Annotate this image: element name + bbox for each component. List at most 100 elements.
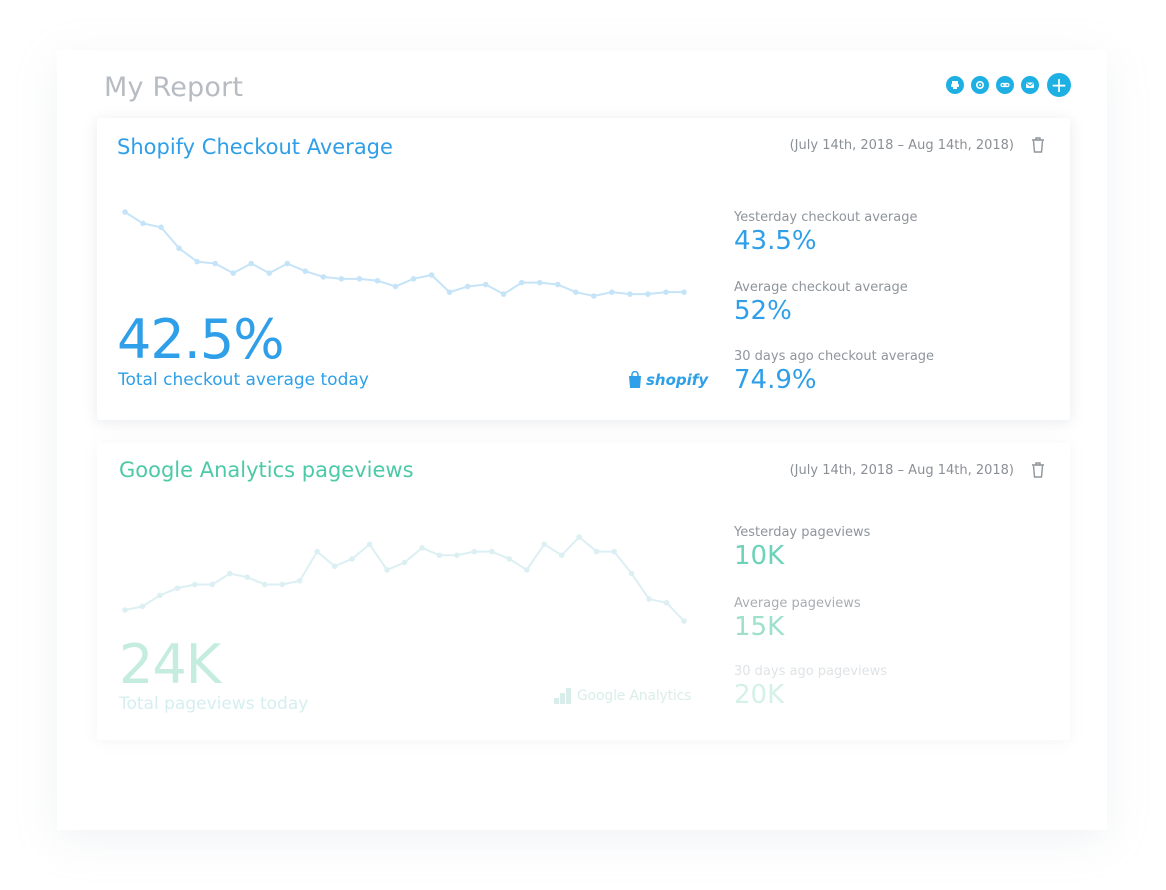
sparkline-point: [482, 281, 489, 288]
sparkline-point: [558, 552, 565, 559]
sparkline-point: [314, 548, 320, 555]
sparkline-point: [554, 281, 561, 288]
sparkline-point: [663, 599, 670, 606]
email-icon: [1026, 82, 1034, 88]
sparkline-point: [410, 276, 417, 282]
stat-yesterday: Yesterday checkout average 43.5%: [734, 210, 917, 256]
stat-label: 30 days ago checkout average: [734, 349, 935, 364]
sparkline-point: [541, 541, 548, 548]
sparkline-point: [384, 567, 390, 573]
analytics-bars-icon: [554, 688, 571, 704]
sparkline-point: [244, 574, 251, 580]
shopify-checkout-card: Shopify Checkout Average (July 14th, 201…: [97, 118, 1070, 420]
sparkline-point: [338, 276, 345, 282]
sparkline-point: [401, 559, 408, 566]
stat-label: Yesterday checkout average: [734, 210, 918, 225]
sparkline-point: [296, 578, 303, 584]
sparkline-point: [518, 279, 525, 286]
sparkline-point: [573, 289, 579, 295]
link-button[interactable]: [996, 76, 1014, 94]
stat-30-days-ago: 30 days ago checkout average 74.9%: [734, 349, 934, 395]
link-icon: [1000, 82, 1010, 88]
page-title: My Report: [104, 72, 244, 103]
sparkline-point: [209, 581, 216, 588]
sparkline-point: [500, 291, 507, 297]
stat-average: Average checkout average 52%: [734, 280, 908, 326]
stat-label: Average pageviews: [734, 596, 861, 611]
sparkline-point: [489, 548, 495, 555]
sparkline-point: [428, 272, 435, 278]
shopify-logo-text: shopify: [646, 371, 709, 389]
sparkline-point: [284, 260, 291, 267]
sparkline-point: [663, 289, 669, 295]
sparkline-point: [227, 570, 233, 577]
print-icon: [951, 81, 959, 89]
sparkline-point: [576, 534, 582, 540]
sparkline-point: [158, 224, 164, 231]
sparkline-point: [212, 260, 218, 267]
sparkline-point: [436, 552, 443, 559]
sparkline-point: [266, 270, 273, 276]
sparkline-point: [366, 541, 373, 548]
sparkline-point: [464, 283, 471, 290]
sparkline-point: [454, 552, 460, 559]
sparkline-point: [331, 563, 338, 570]
checkout-sparkline: [122, 209, 687, 299]
trash-icon[interactable]: [1030, 461, 1046, 479]
sparkline-point: [194, 258, 200, 265]
sparkline-point: [320, 274, 327, 280]
sparkline-point: [122, 209, 128, 215]
card-title: Google Analytics pageviews: [119, 458, 414, 482]
total-checkout-label: Total checkout average today: [118, 370, 369, 390]
trash-icon[interactable]: [1030, 136, 1046, 154]
stat-value: 43.5%: [734, 226, 817, 256]
card-title: Shopify Checkout Average: [117, 135, 393, 159]
settings-button[interactable]: [971, 76, 989, 94]
sparkline-point: [122, 607, 128, 613]
report-toolbar: +: [946, 73, 1071, 97]
sparkline-point: [628, 570, 635, 577]
sparkline-point: [609, 289, 615, 295]
settings-icon: [975, 80, 985, 90]
stat-label: 30 days ago pageviews: [734, 664, 887, 679]
total-checkout-value: 42.5%: [117, 308, 285, 371]
sparkline-point: [536, 279, 543, 286]
sparkline-point: [374, 277, 381, 284]
sparkline-point: [392, 283, 399, 290]
sparkline-point: [593, 548, 600, 555]
sparkline-point: [506, 556, 513, 562]
sparkline-line: [124, 535, 685, 622]
sparkline-point: [157, 592, 163, 599]
sparkline-point: [174, 585, 181, 591]
total-pageviews-label: Total pageviews today: [119, 694, 309, 714]
sparkline-point: [248, 260, 255, 267]
print-button[interactable]: [946, 76, 964, 94]
sparkline-point: [419, 545, 425, 551]
sparkline-point: [261, 581, 268, 588]
sparkline-point: [611, 548, 617, 555]
pageviews-sparkline: [122, 534, 687, 624]
sparkline-point: [645, 291, 651, 297]
sparkline-point: [192, 581, 198, 588]
stat-yesterday: Yesterday pageviews 10K: [734, 525, 870, 571]
date-range[interactable]: (July 14th, 2018 – Aug 14th, 2018): [789, 138, 1014, 153]
ga-logo-text: Google Analytics: [577, 688, 692, 704]
stat-30-days-ago: 30 days ago pageviews 20K: [734, 664, 887, 710]
stat-label: Average checkout average: [734, 280, 908, 295]
email-button[interactable]: [1021, 76, 1039, 94]
stat-value: 52%: [734, 296, 792, 326]
sparkline-point: [681, 618, 687, 624]
sparkline-point: [230, 270, 236, 276]
sparkline-point: [302, 268, 309, 274]
sparkline-point: [646, 596, 652, 602]
sparkline-point: [349, 556, 355, 562]
stat-value: 20K: [734, 680, 785, 710]
sparkline-point: [681, 289, 687, 295]
google-analytics-logo: Google Analytics: [554, 688, 691, 704]
add-widget-button[interactable]: +: [1047, 73, 1071, 97]
date-range[interactable]: (July 14th, 2018 – Aug 14th, 2018): [789, 463, 1014, 478]
sparkline-point: [279, 581, 286, 588]
sparkline-point: [591, 293, 597, 299]
stat-average: Average pageviews 15K: [734, 596, 861, 642]
stat-value: 15K: [734, 612, 785, 642]
